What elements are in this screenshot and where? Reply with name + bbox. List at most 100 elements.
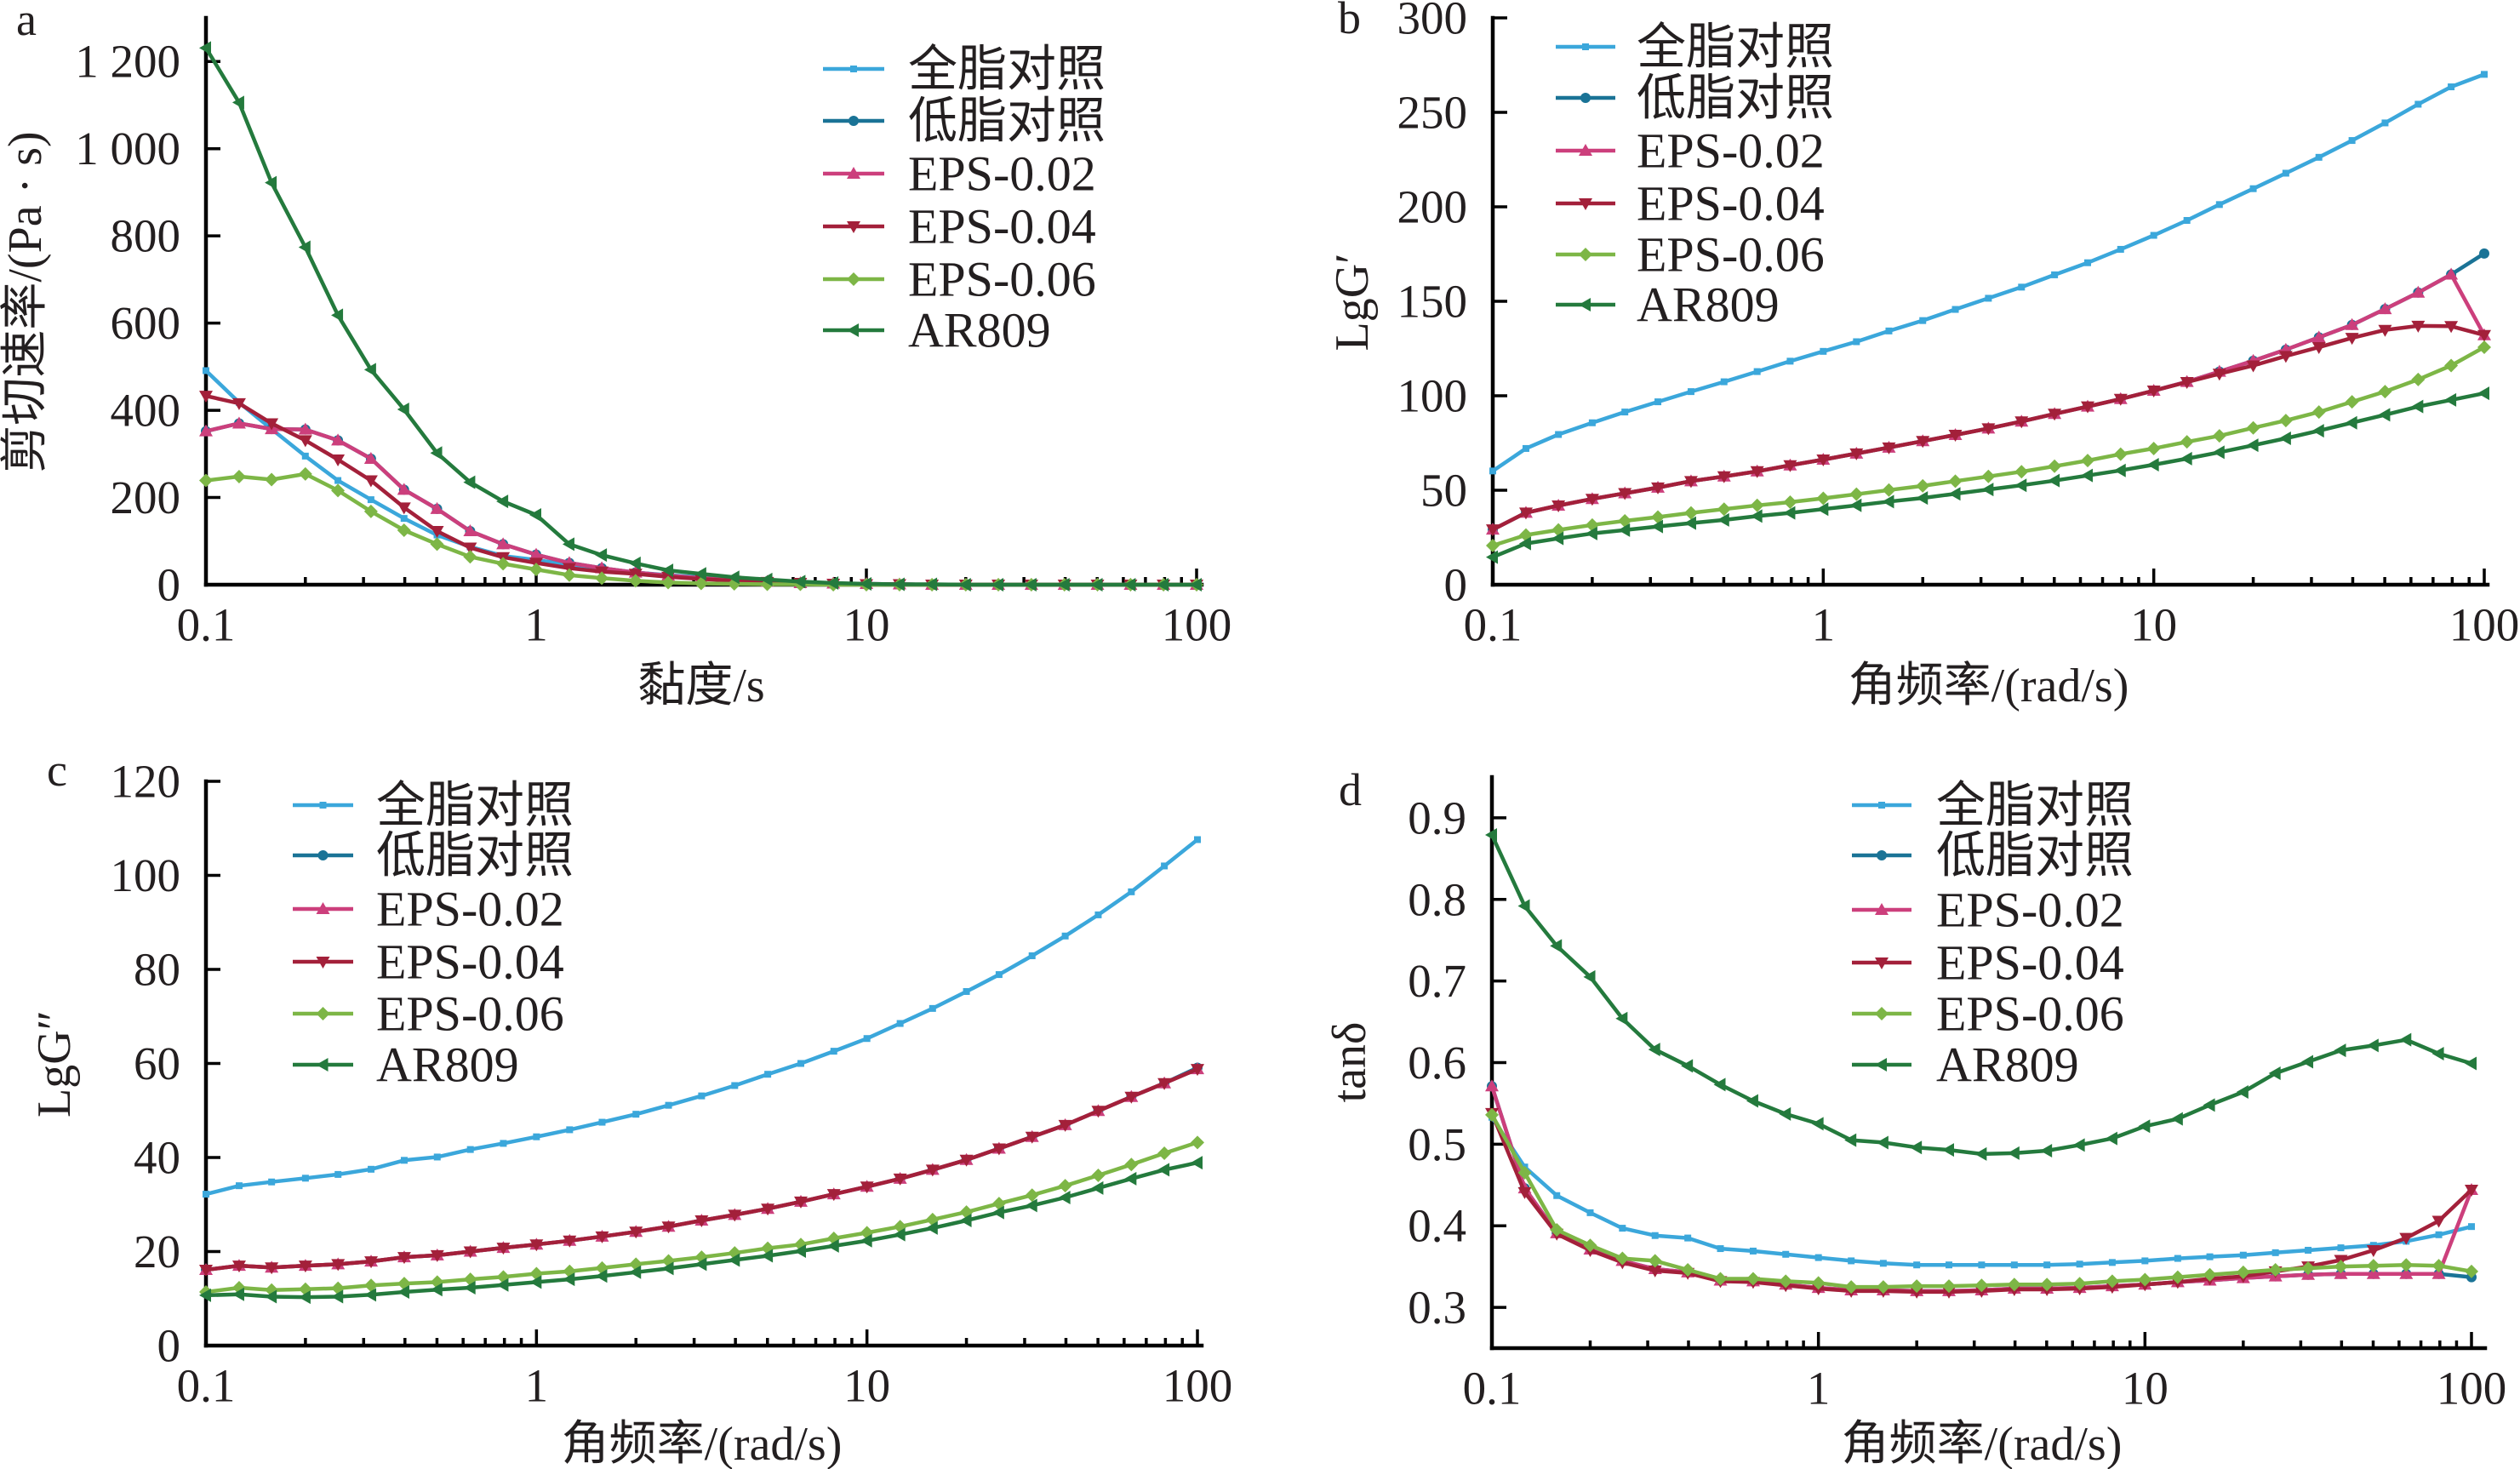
data-point [363, 475, 378, 488]
data-point [2345, 395, 2359, 409]
data-point [2278, 351, 2293, 363]
axes: 0 20 40 60 80 100 120 0.1 1 10 100 [111, 756, 1233, 1412]
data-point [400, 1157, 408, 1164]
data-point [2014, 465, 2029, 479]
data-point [2268, 1066, 2281, 1080]
data-point [463, 1281, 476, 1295]
data-point [1124, 1171, 1137, 1186]
data-point [860, 1233, 872, 1248]
data-point [1517, 1165, 1532, 1180]
data-point [1619, 1225, 1626, 1232]
y-tick-label: 60 [134, 1037, 180, 1089]
legend-marker [1579, 198, 1592, 210]
data-point [731, 1082, 739, 1089]
data-point [1091, 1168, 1106, 1182]
data-point [463, 550, 477, 564]
data-point [826, 575, 839, 590]
data-point [298, 240, 311, 254]
legend-label: EPS-0.02 [1936, 883, 2124, 938]
data-point [1618, 513, 1632, 528]
data-point [2366, 1259, 2380, 1273]
data-point [1190, 578, 1202, 592]
plot-area [199, 41, 1203, 592]
data-point [2014, 416, 2029, 429]
legend-item-eps-0-06: EPS-0.06 [1852, 986, 2124, 1042]
legend-item-full-fat-control: 全脂对照 [1852, 778, 2134, 833]
data-point [727, 570, 740, 585]
data-point [433, 1153, 441, 1161]
data-point [1849, 487, 1864, 501]
legend-marker [1875, 903, 1889, 915]
data-point [893, 1227, 906, 1242]
data-point [1058, 1190, 1071, 1204]
data-point [1750, 509, 1763, 523]
data-point [529, 547, 543, 560]
legend-label: EPS-0.02 [908, 146, 1096, 202]
data-point [231, 469, 246, 483]
legend-marker [1580, 93, 1591, 103]
data-point [1651, 482, 1666, 494]
data-point [1746, 1094, 1758, 1108]
data-point [2138, 1272, 2152, 1287]
data-point [331, 483, 346, 498]
axes: 0 200 400 600 800 1 000 1 200 0.1 1 10 100 [75, 15, 1231, 651]
data-point [963, 987, 970, 995]
data-point [826, 1189, 841, 1202]
data-point [2399, 1258, 2414, 1272]
data-point [2366, 1038, 2379, 1053]
data-point [1876, 1280, 1890, 1295]
y-tick-label: 400 [111, 385, 181, 437]
y-tick-label: 100 [111, 849, 181, 901]
data-point [1919, 317, 1927, 324]
legend-marker [1877, 850, 1887, 860]
data-point [1717, 471, 1731, 483]
data-point [1749, 1247, 1757, 1255]
y-tick-label: 120 [111, 756, 181, 808]
data-point [1916, 491, 1929, 506]
series-eps-0-04 [1485, 1107, 2478, 1299]
legend-marker [1582, 43, 1589, 50]
legend-item-full-fat-control: 全脂对照 [293, 778, 574, 833]
data-point [430, 1249, 444, 1262]
data-point [793, 574, 806, 589]
data-point [2146, 441, 2161, 455]
y-tick-label: 50 [1420, 465, 1467, 517]
data-point [860, 1181, 874, 1194]
y-tick-label: 150 [1397, 276, 1468, 328]
data-point [2040, 1278, 2054, 1292]
data-point [2399, 1266, 2414, 1279]
data-point [363, 451, 378, 464]
panel-letter: a [16, 0, 37, 45]
data-point [2444, 321, 2459, 334]
data-point [199, 473, 213, 488]
data-point [694, 567, 706, 581]
data-point [2081, 454, 2095, 468]
axes: 0 50 100 150 200 250 300 0.1 1 10 100 [1397, 0, 2520, 651]
data-point [728, 1209, 742, 1222]
series-eps-0-02 [199, 416, 1203, 590]
x-tick-label: 1 [525, 1360, 549, 1412]
data-point [1091, 1106, 1106, 1118]
x-tick-label: 10 [843, 599, 890, 651]
data-point [496, 557, 511, 571]
legend-item-low-fat-control: 低脂对照 [1852, 828, 2134, 883]
x-tick-label: 10 [2122, 1363, 2169, 1415]
data-point [529, 563, 543, 577]
data-point [2411, 285, 2426, 298]
series-line [1490, 345, 2487, 548]
series-eps-0-06 [199, 1135, 1204, 1300]
legend-item-ar809: AR809 [1556, 277, 1780, 333]
data-point [661, 563, 674, 578]
legend-marker [316, 957, 330, 969]
legend-label: AR809 [1936, 1037, 2079, 1093]
data-point [794, 1243, 807, 1258]
x-axis-title: 黏度/s [637, 660, 764, 712]
data-point [694, 1215, 709, 1228]
panel-d: d 0.3 0.4 0.5 0.6 0.7 0.8 0.9 0.1 1 10 100 角频率/(rad/… [1323, 764, 2506, 1469]
data-point [397, 403, 409, 417]
data-point [1713, 1077, 1726, 1092]
data-point [1948, 474, 1963, 489]
legend-label: AR809 [1637, 277, 1780, 333]
data-point [893, 1173, 907, 1186]
data-point [1913, 1261, 1921, 1269]
